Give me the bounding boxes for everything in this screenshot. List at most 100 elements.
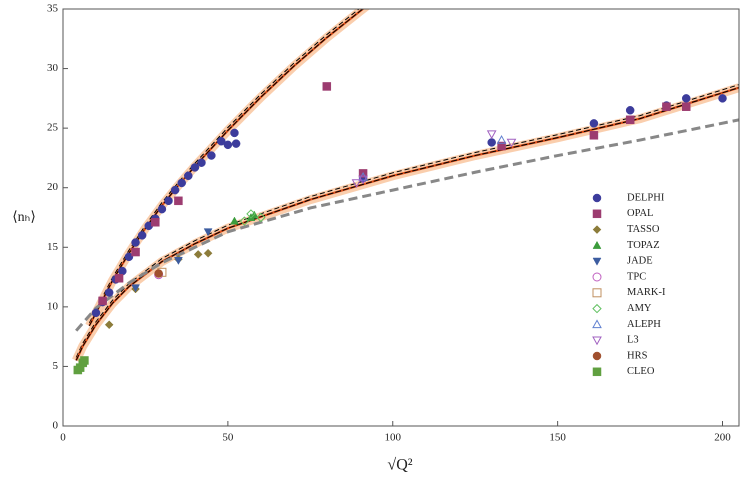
point bbox=[80, 356, 89, 365]
y-tick-label: 35 bbox=[47, 3, 59, 15]
point bbox=[625, 106, 635, 115]
point bbox=[98, 296, 107, 306]
legend-marker bbox=[592, 257, 602, 266]
point bbox=[197, 158, 206, 167]
point bbox=[203, 248, 213, 258]
legend-marker bbox=[592, 367, 602, 377]
point bbox=[223, 140, 233, 150]
point bbox=[91, 308, 101, 318]
frame bbox=[62, 8, 740, 427]
legend-label: AMY bbox=[627, 303, 652, 314]
legend-marker bbox=[592, 336, 602, 346]
point bbox=[190, 163, 200, 172]
y-tick-label: 25 bbox=[47, 122, 59, 134]
legend-label: TASSO bbox=[627, 224, 660, 235]
legend-label: MARK-I bbox=[627, 287, 666, 298]
curve bbox=[88, 9, 365, 327]
point bbox=[589, 131, 599, 140]
point bbox=[137, 231, 147, 240]
legend-label: DELPHI bbox=[627, 192, 665, 203]
point bbox=[358, 175, 368, 185]
point bbox=[231, 139, 241, 148]
curve-edge bbox=[75, 84, 739, 358]
x-axis-label: √Q² bbox=[387, 457, 412, 474]
legend-marker bbox=[592, 272, 602, 282]
point bbox=[177, 178, 186, 188]
point bbox=[157, 204, 167, 214]
point bbox=[131, 247, 140, 257]
point bbox=[193, 250, 203, 259]
legend-label: HRS bbox=[627, 350, 648, 361]
point bbox=[131, 238, 140, 247]
legend-label: OPAL bbox=[627, 208, 653, 219]
legend-marker bbox=[592, 193, 602, 203]
point bbox=[322, 82, 332, 91]
point bbox=[589, 119, 599, 128]
legend-label: ALEPH bbox=[627, 319, 661, 330]
point bbox=[681, 94, 691, 103]
point bbox=[114, 274, 124, 283]
point bbox=[207, 151, 216, 160]
legend-label: TPC bbox=[627, 271, 646, 282]
y-tick-label: 0 bbox=[53, 420, 59, 432]
legend: DELPHI OPAL TASSO TOPAZ JADE TPC MARK-I AMY ALEP… bbox=[592, 192, 666, 377]
point bbox=[154, 269, 163, 278]
y-tick-label: 10 bbox=[47, 300, 59, 312]
y-tick-label: 20 bbox=[47, 181, 59, 193]
point bbox=[506, 138, 517, 148]
legend-marker bbox=[592, 303, 602, 314]
point bbox=[718, 94, 727, 103]
legend-marker bbox=[592, 225, 602, 234]
x-tick-label: 200 bbox=[714, 432, 731, 444]
x-tick-label: 150 bbox=[549, 432, 566, 444]
curve-edge bbox=[88, 9, 364, 327]
point bbox=[681, 102, 691, 111]
point bbox=[203, 228, 213, 237]
y-tick-label: 15 bbox=[47, 241, 59, 253]
legend-marker bbox=[592, 319, 602, 329]
x-tick-label: 0 bbox=[60, 432, 66, 444]
point bbox=[256, 212, 266, 223]
point bbox=[217, 136, 226, 146]
point bbox=[118, 266, 127, 276]
point bbox=[625, 115, 635, 125]
curve-band bbox=[85, 9, 371, 328]
legend-marker bbox=[592, 209, 602, 219]
curve bbox=[75, 118, 739, 332]
point bbox=[124, 252, 134, 262]
legend-marker bbox=[592, 240, 602, 249]
x-tick-label: 50 bbox=[222, 432, 234, 444]
curve-edge bbox=[75, 87, 739, 361]
y-axis-label: ⟨nₕ⟩ bbox=[12, 210, 36, 225]
legend-marker bbox=[592, 288, 602, 298]
curve-edge bbox=[88, 9, 360, 324]
point bbox=[351, 179, 362, 188]
point bbox=[131, 284, 140, 293]
point bbox=[486, 130, 497, 140]
point bbox=[246, 209, 256, 219]
point bbox=[230, 216, 239, 225]
point bbox=[170, 185, 180, 195]
plot-area bbox=[72, 9, 739, 375]
point bbox=[104, 288, 114, 297]
legend-label: TOPAZ bbox=[627, 240, 660, 251]
legend-label: JADE bbox=[627, 256, 653, 267]
point bbox=[230, 128, 239, 138]
point bbox=[174, 196, 183, 206]
point bbox=[184, 171, 193, 181]
point bbox=[487, 138, 496, 147]
point bbox=[662, 102, 671, 111]
point bbox=[151, 218, 160, 227]
x-tick-label: 100 bbox=[385, 432, 402, 444]
legend-label: L3 bbox=[627, 335, 639, 346]
point bbox=[104, 320, 114, 330]
point bbox=[164, 196, 173, 206]
legend-marker bbox=[592, 351, 602, 361]
y-tick-label: 30 bbox=[47, 62, 59, 74]
point bbox=[497, 141, 506, 151]
point bbox=[239, 216, 250, 226]
y-tick-label: 5 bbox=[53, 360, 59, 372]
legend-label: CLEO bbox=[627, 366, 655, 377]
point bbox=[173, 256, 183, 265]
